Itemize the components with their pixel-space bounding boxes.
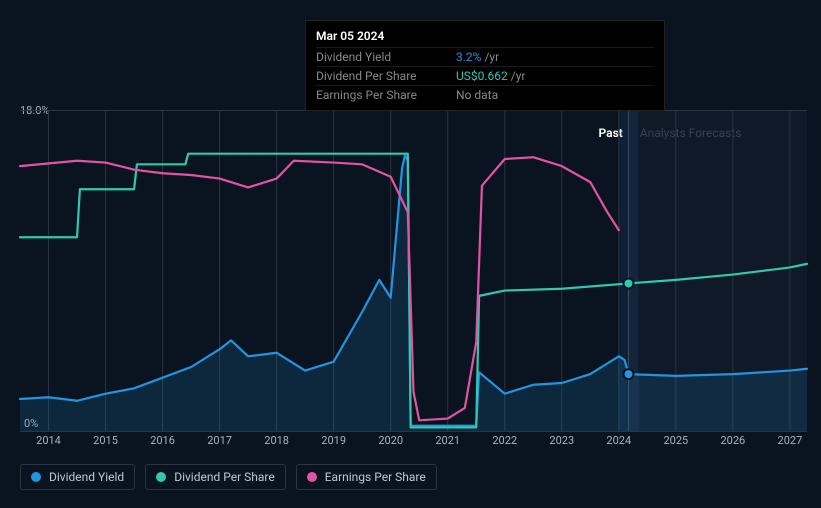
- legend-item[interactable]: Dividend Yield: [20, 464, 135, 490]
- tooltip: Mar 05 2024 Dividend Yield3.2%/yrDividen…: [305, 20, 665, 111]
- x-tick: 2019: [321, 434, 346, 447]
- x-tick: 2026: [720, 434, 745, 447]
- legend: Dividend Yield Dividend Per Share Earnings…: [20, 464, 437, 490]
- legend-dot-icon: [307, 472, 317, 482]
- x-tick: 2016: [150, 434, 175, 447]
- tooltip-value: US$0.662/yr: [456, 69, 654, 83]
- tooltip-row: Dividend Yield3.2%/yr: [316, 47, 654, 66]
- x-tick: 2027: [778, 434, 803, 447]
- chart-svg: [20, 111, 807, 431]
- x-tick: 2014: [36, 434, 61, 447]
- x-tick: 2022: [492, 434, 517, 447]
- tooltip-value: No data: [456, 88, 654, 102]
- x-axis: 2014 2015 2016 2017 2018 2019 2020 2021 2022 2023…: [20, 434, 807, 452]
- chart-area[interactable]: [20, 110, 807, 432]
- x-tick: 2024: [606, 434, 631, 447]
- tooltip-date: Mar 05 2024: [316, 27, 654, 47]
- tooltip-label: Dividend Per Share: [316, 69, 456, 83]
- x-tick: 2021: [435, 434, 460, 447]
- x-tick: 2023: [549, 434, 574, 447]
- legend-dot-icon: [156, 472, 166, 482]
- tooltip-row: Earnings Per ShareNo data: [316, 85, 654, 104]
- legend-item[interactable]: Earnings Per Share: [296, 464, 437, 490]
- tooltip-label: Dividend Yield: [316, 50, 456, 64]
- x-tick: 2020: [378, 434, 403, 447]
- tooltip-label: Earnings Per Share: [316, 88, 456, 102]
- x-tick: 2015: [93, 434, 118, 447]
- tooltip-value: 3.2%/yr: [456, 50, 654, 64]
- x-tick: 2017: [207, 434, 232, 447]
- legend-item[interactable]: Dividend Per Share: [145, 464, 286, 490]
- legend-label: Earnings Per Share: [325, 470, 426, 484]
- legend-label: Dividend Per Share: [174, 470, 275, 484]
- legend-dot-icon: [31, 472, 41, 482]
- x-tick: 2025: [663, 434, 688, 447]
- tooltip-row: Dividend Per ShareUS$0.662/yr: [316, 66, 654, 85]
- legend-label: Dividend Yield: [49, 470, 124, 484]
- x-tick: 2018: [264, 434, 289, 447]
